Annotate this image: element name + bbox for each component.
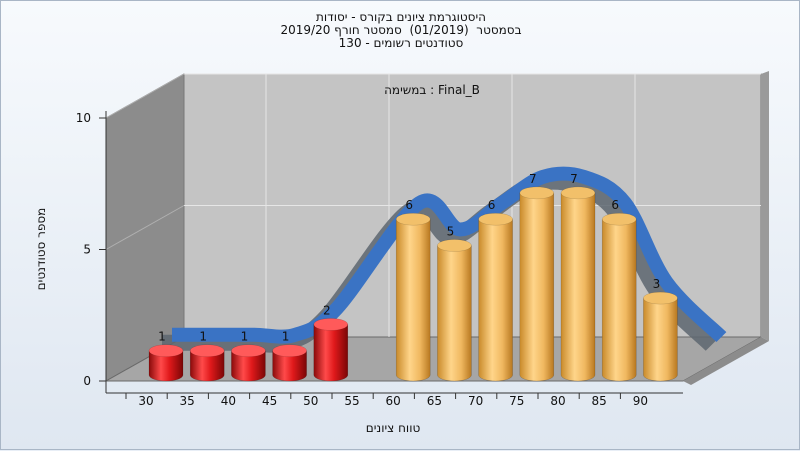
bar-value-label: 5 bbox=[447, 225, 455, 239]
x-tick-label: 70 bbox=[468, 394, 483, 408]
bar-body bbox=[601, 218, 637, 382]
title-line-3: 130 - סטודנטים רשומים bbox=[338, 36, 464, 50]
bar-body bbox=[148, 350, 184, 382]
bar-top bbox=[560, 186, 596, 200]
bar-body bbox=[272, 350, 307, 382]
x-tick-label: 45 bbox=[262, 394, 277, 408]
x-tick-label: 90 bbox=[633, 394, 648, 408]
bar bbox=[395, 212, 431, 382]
bar-top bbox=[395, 212, 431, 226]
bar-top bbox=[478, 212, 513, 226]
bar-top bbox=[519, 186, 555, 200]
bar-body bbox=[437, 245, 472, 382]
bar-value-label: 2 bbox=[323, 303, 331, 317]
x-tick-label: 55 bbox=[344, 394, 359, 408]
bar bbox=[601, 212, 637, 382]
chart-annotation: במשימה : Final_B bbox=[384, 83, 480, 97]
x-tick-label: 40 bbox=[221, 394, 236, 408]
bars bbox=[148, 186, 678, 382]
bar bbox=[560, 186, 596, 382]
bar bbox=[643, 291, 678, 382]
bar-value-label: 3 bbox=[653, 277, 661, 291]
title-line-2: בסמסטר (01/2019) סמסטר חורף 2019/20 bbox=[280, 23, 522, 37]
x-tick-label: 85 bbox=[592, 394, 607, 408]
bar-body bbox=[189, 350, 225, 382]
bar-top bbox=[272, 344, 307, 357]
bar bbox=[519, 186, 555, 382]
wall-gridline bbox=[105, 73, 185, 119]
bar bbox=[231, 344, 266, 382]
x-tick-label: 35 bbox=[180, 394, 195, 408]
bar bbox=[437, 239, 472, 382]
bar-value-label: 6 bbox=[611, 198, 619, 212]
bar bbox=[148, 344, 184, 382]
bar-top bbox=[231, 344, 266, 357]
bar-value-label: 6 bbox=[488, 198, 496, 212]
y-tick-label: 0 bbox=[83, 374, 91, 388]
data-labels: 1 1 1 1 2 6 5 6 7 7 6 3 bbox=[158, 172, 660, 344]
bar-top bbox=[437, 239, 472, 252]
bar-body bbox=[519, 192, 555, 382]
x-tick-label: 50 bbox=[303, 394, 318, 408]
bar-body bbox=[478, 218, 513, 382]
bar-top bbox=[643, 291, 678, 305]
bar-body bbox=[313, 324, 349, 382]
bar-top bbox=[313, 318, 349, 331]
x-tick-label: 80 bbox=[550, 394, 565, 408]
bar-value-label: 1 bbox=[241, 330, 249, 344]
bar-top bbox=[601, 212, 637, 226]
y-axis-title: מספר סטודנטים bbox=[34, 208, 48, 291]
right-edge bbox=[761, 71, 769, 341]
bar-body bbox=[231, 350, 266, 382]
bar-value-label: 1 bbox=[158, 330, 166, 344]
bar-value-label: 1 bbox=[199, 330, 207, 344]
trend-curve-line bbox=[172, 166, 727, 344]
bar-body bbox=[643, 297, 678, 382]
bar-body bbox=[560, 192, 596, 382]
bar-top bbox=[189, 344, 225, 357]
bar bbox=[478, 212, 513, 382]
wall-gridline bbox=[105, 205, 185, 250]
bar-value-label: 7 bbox=[529, 172, 537, 186]
bar bbox=[313, 318, 349, 382]
x-tick-label: 65 bbox=[427, 394, 442, 408]
bar bbox=[272, 344, 307, 382]
bar-body bbox=[395, 218, 431, 382]
x-axis-title: טווח ציונים bbox=[366, 421, 421, 435]
bar-value-label: 7 bbox=[570, 172, 578, 186]
title-line-1: היסטוגרמת ציונים בקורס - יסודות bbox=[316, 10, 486, 24]
bar-value-label: 1 bbox=[282, 330, 290, 344]
y-tick-label: 10 bbox=[76, 111, 91, 125]
bar bbox=[189, 344, 225, 382]
bar-value-label: 6 bbox=[405, 198, 413, 212]
bar-top bbox=[148, 344, 184, 357]
x-tick-label: 60 bbox=[386, 394, 401, 408]
chart-title: היסטוגרמת ציונים בקורס - יסודות בסמסטר (… bbox=[1, 11, 800, 50]
y-tick-label: 5 bbox=[83, 243, 91, 257]
x-tick-label: 75 bbox=[509, 394, 524, 408]
x-tick-label: 30 bbox=[138, 394, 153, 408]
floor-front-edge bbox=[683, 337, 769, 385]
